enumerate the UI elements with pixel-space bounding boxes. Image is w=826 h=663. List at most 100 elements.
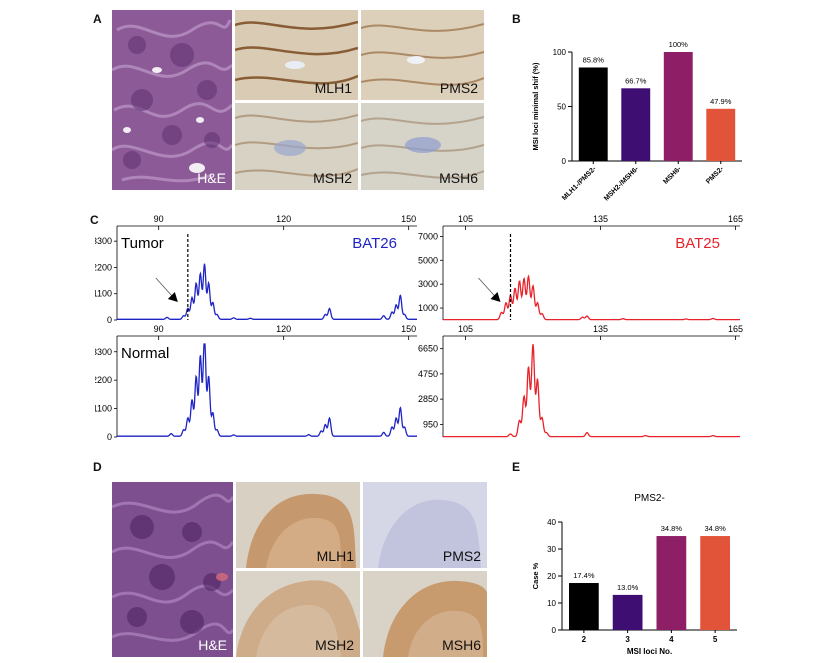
x-tick-label: 90 (154, 324, 164, 334)
arrow-shaft (155, 277, 175, 299)
x-tick-label: 150 (401, 324, 416, 334)
y-tick-label: 10 (547, 599, 556, 608)
x-tick-label: MSH2-/MSH6- (603, 165, 641, 203)
y-tick-label: 6650 (418, 344, 438, 354)
y-axis-label: MSI loci minimal shif (%) (531, 62, 540, 150)
x-tick-label: 135 (593, 324, 608, 334)
data-label: 85.8% (583, 55, 605, 64)
arrow-shaft (478, 277, 497, 299)
x-tick-label: 120 (276, 324, 291, 334)
y-tick-label: 2200 (95, 375, 112, 385)
y-tick-label: 0 (562, 157, 567, 166)
x-tick-label: 90 (154, 214, 164, 224)
y-tick-label: 2200 (95, 262, 112, 272)
y-tick-label: 3300 (95, 347, 112, 357)
panel-letter-b: B (512, 12, 521, 26)
series-line (117, 263, 417, 320)
bar (621, 88, 651, 161)
x-axis-label: MSI loci No. (627, 647, 672, 656)
ihc-tile-a-pms2: PMS2 (361, 10, 484, 100)
y-tick-label: 7000 (418, 231, 438, 241)
ihc-tissue-graphic (235, 103, 358, 190)
x-tick-label: 135 (593, 214, 608, 224)
ihc-label: MLH1 (316, 548, 354, 564)
he-image-d: H&E (112, 482, 233, 657)
ihc-tile-a-msh6: MSH6 (361, 103, 484, 190)
ihc-label: MSH6 (439, 170, 478, 186)
electropherogram-c: 90 120 150 0 1100 2200 3300 Tumor BAT26 90 120 150 0… (95, 214, 743, 442)
marker-label: BAT26 (352, 235, 397, 252)
bar (569, 583, 599, 630)
data-label: 47.9% (710, 97, 732, 106)
ihc-tissue-graphic (361, 103, 484, 190)
data-label: 34.8% (704, 524, 726, 533)
arrow-head (167, 292, 178, 302)
ihc-tissue-graphic (236, 571, 360, 657)
he-label-a: H&E (197, 170, 226, 186)
data-label: 13.0% (617, 583, 639, 592)
series-line (443, 274, 740, 321)
arrow-head (490, 292, 501, 302)
he-tissue-graphic-d (112, 482, 233, 657)
ihc-tissue-graphic (361, 10, 484, 100)
y-tick-label: 1100 (95, 404, 112, 414)
y-tick-label: 3300 (95, 236, 112, 246)
y-tick-label: 30 (547, 545, 556, 554)
y-tick-label: 0 (107, 432, 112, 442)
ihc-tile-d-msh2: MSH2 (236, 571, 360, 657)
panel-letter-d: D (93, 460, 102, 474)
series-line (117, 343, 417, 437)
y-tick-label: 100 (553, 48, 567, 57)
y-tick-label: 3000 (418, 279, 438, 289)
ihc-tile-d-mlh1: MLH1 (236, 482, 360, 568)
bar-chart-b: 0 50 100 MSI loci minimal shif (%) 85.8% MLH1… (531, 40, 742, 203)
bar-chart-e: PMS2- 0 10 20 30 40 Case % 17.4% 2 13.0% 3 34.8% 4 34… (531, 493, 737, 656)
marker-label: BAT25 (675, 235, 720, 252)
x-tick-label: 150 (401, 214, 416, 224)
x-tick-label: 2 (582, 635, 587, 644)
x-tick-label: MSH6- (662, 165, 683, 186)
x-tick-label: 5 (713, 635, 718, 644)
bar (700, 536, 730, 630)
ihc-label: PMS2 (442, 548, 481, 564)
ihc-label: MLH1 (314, 80, 352, 96)
y-tick-label: 1000 (418, 303, 438, 313)
bar (706, 108, 736, 161)
y-tick-label: 50 (557, 103, 566, 112)
he-label-d: H&E (198, 637, 227, 653)
y-tick-label: 4750 (418, 369, 438, 379)
ihc-tissue-graphic (363, 482, 487, 568)
ihc-tissue-graphic (363, 571, 487, 657)
y-tick-label: 5000 (418, 255, 438, 265)
panel-letter-e: E (512, 460, 521, 474)
ihc-tile-d-msh6: MSH6 (363, 571, 487, 657)
bar (578, 67, 608, 161)
chart-title: PMS2- (634, 493, 665, 504)
data-label: 100% (669, 40, 689, 49)
ihc-tile-d-pms2: PMS2 (363, 482, 487, 568)
ihc-label: MSH2 (313, 170, 352, 186)
y-tick-label: 0 (107, 315, 112, 325)
x-tick-label: 105 (458, 324, 473, 334)
series-line (443, 344, 740, 438)
he-tissue-graphic-a (112, 10, 232, 190)
ihc-label: MSH6 (442, 637, 481, 653)
x-tick-label: 120 (276, 214, 291, 224)
x-tick-label: 165 (728, 214, 743, 224)
he-image-a: H&E (112, 10, 232, 190)
sample-label: Tumor (121, 235, 164, 252)
ihc-tile-a-msh2: MSH2 (235, 103, 358, 190)
x-tick-label: PMS2- (705, 165, 726, 186)
panel-letter-c: C (90, 213, 99, 227)
bar (663, 52, 693, 161)
x-tick-label: 3 (625, 635, 630, 644)
x-tick-label: 105 (458, 214, 473, 224)
x-tick-label: 4 (669, 635, 674, 644)
ihc-label: PMS2 (439, 80, 478, 96)
panel-letter-a: A (93, 12, 102, 26)
sample-label: Normal (121, 345, 169, 362)
bar (612, 594, 643, 630)
y-tick-label: 20 (547, 572, 556, 581)
y-tick-label: 1100 (95, 289, 112, 299)
ihc-tissue-graphic (235, 10, 358, 100)
